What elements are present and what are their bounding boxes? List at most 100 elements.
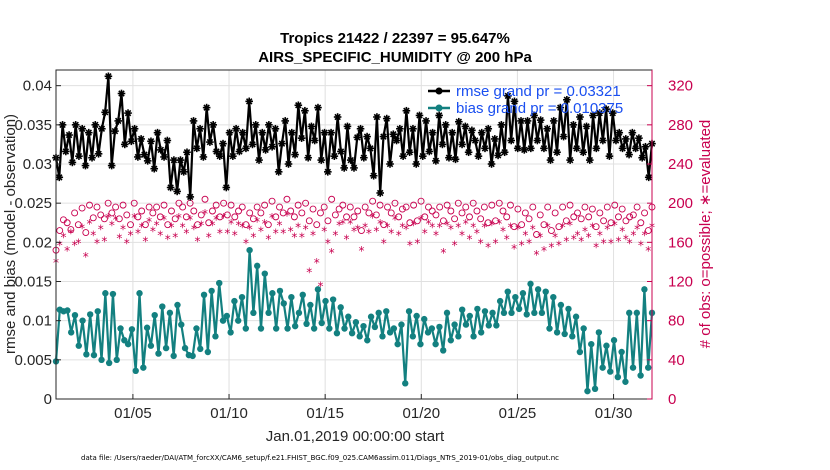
y-axis-ticks-left: 0 0.005 0.01 0.015 0.02 0.025 0.03 0.035 0.04 bbox=[14, 78, 61, 408]
rmse-point bbox=[55, 173, 64, 182]
obs-possible-marker bbox=[268, 197, 276, 205]
obs-evaluated-marker: * bbox=[489, 219, 495, 233]
obs-evaluated-marker: * bbox=[575, 229, 581, 243]
obs-possible-marker bbox=[488, 201, 496, 209]
rmse-point bbox=[255, 156, 263, 164]
obs-evaluated-marker: * bbox=[619, 225, 625, 239]
bias-point bbox=[470, 333, 477, 340]
obs-possible-marker bbox=[205, 219, 213, 227]
rmse-point bbox=[88, 153, 96, 162]
rmse-point bbox=[271, 124, 280, 133]
obs-possible-marker bbox=[547, 227, 555, 235]
obs-possible-marker bbox=[466, 213, 473, 221]
obs-evaluated-marker: * bbox=[437, 221, 443, 235]
obs-possible-marker bbox=[335, 205, 343, 213]
rmse-point bbox=[461, 122, 470, 131]
obs-possible-marker bbox=[615, 213, 622, 221]
bias-point bbox=[550, 293, 557, 301]
obs-evaluated-marker: * bbox=[373, 225, 379, 239]
obs-evaluated-marker: * bbox=[258, 225, 264, 239]
rmse-point bbox=[471, 136, 479, 145]
obs-possible-marker bbox=[473, 207, 481, 215]
rmse-point bbox=[523, 117, 532, 125]
obs-possible-marker bbox=[369, 197, 377, 205]
rmse-point bbox=[369, 171, 378, 180]
bias-point bbox=[383, 308, 390, 315]
obs-possible-marker bbox=[480, 203, 488, 211]
bias-point bbox=[303, 320, 310, 327]
obs-evaluated-marker: * bbox=[195, 234, 201, 248]
obs-evaluated-marker: * bbox=[68, 227, 74, 241]
bias-point bbox=[622, 378, 629, 385]
obs-possible-marker bbox=[395, 213, 403, 221]
obs-evaluated-marker: * bbox=[217, 227, 223, 241]
bias-point bbox=[629, 364, 637, 371]
obs-possible-marker bbox=[331, 211, 339, 219]
obs-possible-marker bbox=[495, 199, 503, 207]
obs-evaluated-marker: * bbox=[340, 217, 346, 231]
rmse-point bbox=[134, 153, 142, 161]
obs-evaluated-marker: * bbox=[247, 223, 253, 237]
bias-point bbox=[109, 290, 117, 298]
rmse-point bbox=[251, 121, 260, 129]
rmse-point bbox=[445, 153, 453, 162]
obs-evaluated-marker: * bbox=[224, 227, 230, 241]
rmse-point bbox=[179, 168, 188, 176]
y-tick-label: 0.04 bbox=[23, 78, 52, 95]
x-tick-label: 01/20 bbox=[403, 405, 441, 422]
obs-evaluated-marker: * bbox=[463, 217, 469, 231]
bias-point bbox=[405, 308, 413, 315]
obs-possible-marker bbox=[272, 213, 280, 221]
obs-evaluated-marker: * bbox=[325, 236, 331, 250]
obs-evaluated-marker: * bbox=[429, 221, 435, 235]
obs-possible-marker bbox=[447, 207, 455, 215]
obs-evaluated-marker: * bbox=[187, 213, 193, 227]
obs-evaluated-marker: * bbox=[381, 236, 387, 250]
bias-point bbox=[390, 325, 398, 332]
rmse-point bbox=[589, 111, 597, 120]
y-tick-label-right: 80 bbox=[668, 313, 685, 330]
obs-evaluated-marker: * bbox=[433, 229, 439, 243]
obs-evaluated-marker: * bbox=[332, 229, 338, 243]
rmse-point bbox=[615, 128, 624, 137]
obs-possible-marker bbox=[644, 227, 652, 235]
obs-possible-marker bbox=[138, 207, 146, 215]
rmse-point bbox=[625, 150, 633, 159]
rmse-point bbox=[458, 140, 466, 149]
obs-possible-marker bbox=[529, 203, 537, 211]
bias-point bbox=[508, 309, 515, 317]
y-tick-label-right: 160 bbox=[668, 234, 693, 251]
bias-point bbox=[591, 385, 599, 393]
bias-point bbox=[136, 290, 143, 297]
obs-evaluated-marker: * bbox=[172, 230, 178, 244]
bias-point bbox=[117, 325, 124, 332]
obs-possible-marker bbox=[361, 203, 369, 211]
y-tick-label: 0.01 bbox=[23, 313, 52, 330]
obs-possible-marker bbox=[596, 209, 604, 217]
rmse-point bbox=[585, 156, 594, 164]
bias-point bbox=[71, 311, 79, 319]
obs-possible-marker bbox=[175, 199, 183, 207]
rmse-point bbox=[294, 101, 303, 110]
obs-evaluated-marker: * bbox=[351, 225, 357, 239]
x-tick-label: 01/10 bbox=[210, 405, 248, 422]
obs-evaluated-marker: * bbox=[273, 227, 279, 241]
rmse-point bbox=[287, 128, 296, 137]
bias-point bbox=[443, 309, 451, 317]
obs-possible-marker bbox=[78, 204, 86, 212]
rmse-point bbox=[543, 124, 552, 133]
obs-evaluated-marker: * bbox=[370, 211, 376, 225]
obs-possible-marker bbox=[346, 203, 354, 211]
plot-area: ****************************************… bbox=[52, 69, 656, 400]
obs-possible-marker bbox=[510, 223, 518, 231]
obs-possible-marker bbox=[97, 211, 105, 219]
obs-possible-marker bbox=[223, 211, 231, 219]
x-axis-label: Jan.01,2019 00:00:00 start bbox=[266, 428, 445, 445]
rmse-point bbox=[238, 128, 247, 137]
obs-evaluated-marker: * bbox=[630, 229, 636, 243]
rmse-point bbox=[599, 136, 607, 145]
obs-evaluated-marker: * bbox=[269, 211, 275, 225]
obs-possible-marker bbox=[182, 213, 190, 221]
obs-evaluated-marker: * bbox=[522, 229, 528, 243]
rmse-point bbox=[186, 193, 195, 201]
